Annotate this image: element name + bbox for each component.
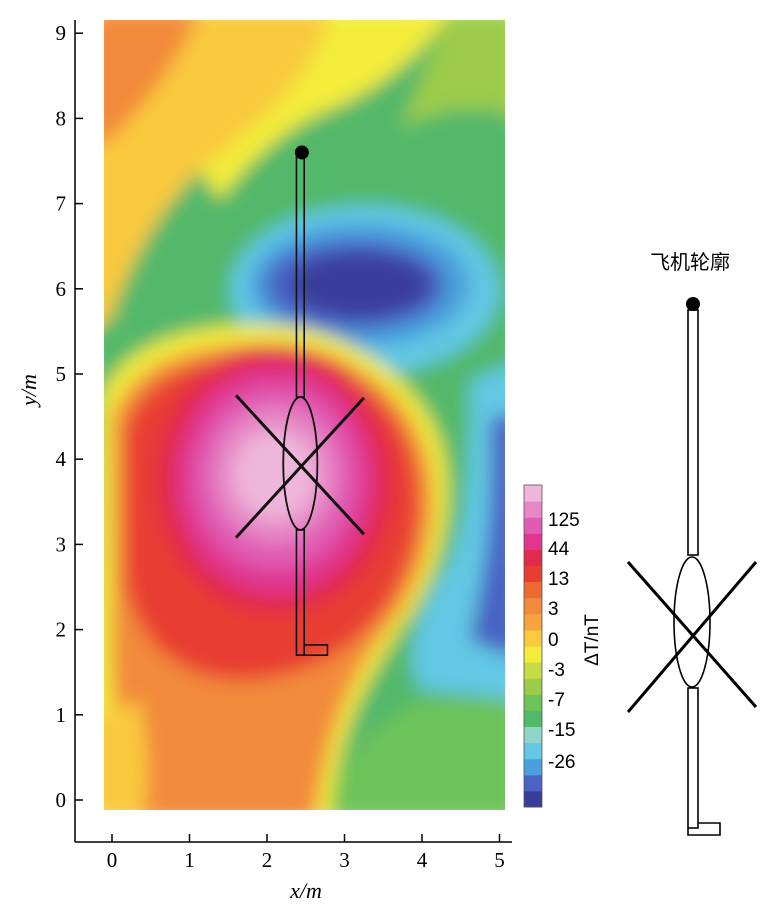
colorbar-swatch [524, 565, 542, 583]
y-tick-label: 8 [56, 106, 67, 130]
colorbar-tick-label: 13 [548, 569, 569, 590]
colorbar-swatch [524, 646, 542, 663]
colorbar-tick-labels: 125 44 13 3 0 -3 -7 -15 -26 [548, 510, 580, 773]
body-ellipse [673, 556, 711, 688]
outline-panel-title: 飞机轮廓 [650, 250, 730, 274]
colorbar-swatch [524, 517, 542, 534]
rotor-blade-1 [626, 561, 758, 708]
fuselage-lower [687, 687, 699, 829]
y-tick-label: 0 [56, 788, 67, 812]
colorbar-swatch [524, 662, 542, 679]
colorbar-tick-label: -3 [548, 660, 565, 681]
colorbar-swatch [524, 533, 542, 550]
y-tick-label: 6 [56, 277, 67, 301]
colorbar-swatch [524, 549, 542, 566]
x-tick-label: 3 [339, 848, 350, 872]
colorbar-label: ΔT/nT [582, 614, 603, 666]
y-tick-label: 9 [56, 21, 67, 45]
aircraft-outline-diagram [626, 297, 758, 836]
x-tick-labels: 0 1 2 3 4 5 [107, 834, 505, 872]
y-axis-label: y/m [16, 374, 41, 408]
y-tick-label: 5 [56, 362, 67, 386]
colorbar-swatch [524, 581, 542, 599]
colorbar-swatch [524, 742, 542, 760]
colorbar-tick-label: 3 [548, 599, 559, 620]
heatmap [104, 20, 505, 810]
colorbar-tick-label: 0 [548, 630, 559, 651]
overlay-rotor-line [234, 394, 365, 536]
colorbar-swatch [524, 597, 542, 615]
tail-boom [687, 822, 721, 836]
aircraft-outline-overlay [234, 145, 365, 656]
overlay-body-ellipse [282, 396, 319, 531]
colorbar-swatch [524, 726, 542, 744]
colorbar-tick-label: 44 [548, 539, 570, 560]
colorbar-swatch [524, 678, 542, 695]
y-tick-label: 7 [56, 192, 67, 216]
x-axis-label: x/m [289, 878, 322, 903]
nose-dot [686, 297, 700, 311]
x-tick-label: 4 [417, 848, 428, 872]
colorbar-swatch [524, 774, 542, 792]
y-tick-label: 1 [56, 703, 67, 727]
overlay-nose-dot [294, 145, 309, 160]
axes [74, 20, 512, 843]
overlay-tail [296, 644, 329, 656]
colorbar-swatch [524, 613, 542, 631]
colorbar-tick-label: -7 [548, 690, 565, 711]
y-tick-label: 3 [56, 532, 67, 556]
x-tick-label: 1 [184, 848, 195, 872]
colorbar-frame [523, 484, 543, 808]
colorbar-swatch [524, 501, 542, 518]
colorbar-swatch [524, 710, 542, 727]
colorbar-swatch [524, 790, 542, 808]
x-tick-label: 0 [107, 848, 118, 872]
x-tick-label: 5 [494, 848, 505, 872]
fuselage-upper [687, 309, 699, 556]
colorbar-swatch [524, 485, 542, 502]
colorbar-tick-label: -15 [548, 720, 575, 741]
colorbar-tick-label: -26 [548, 752, 575, 773]
y-tick-labels: 0 1 2 3 4 5 6 7 8 9 [56, 21, 83, 812]
x-tick-label: 2 [262, 848, 273, 872]
colorbar [523, 484, 543, 808]
colorbar-swatch [524, 758, 542, 776]
overlay-rotor-line [234, 396, 365, 539]
y-tick-label: 2 [56, 618, 67, 642]
colorbar-swatch [524, 694, 542, 711]
colorbar-swatch [524, 629, 542, 647]
colorbar-tick-label: 125 [548, 510, 580, 531]
rotor-blade-2 [626, 561, 758, 713]
y-tick-label: 4 [56, 447, 67, 471]
